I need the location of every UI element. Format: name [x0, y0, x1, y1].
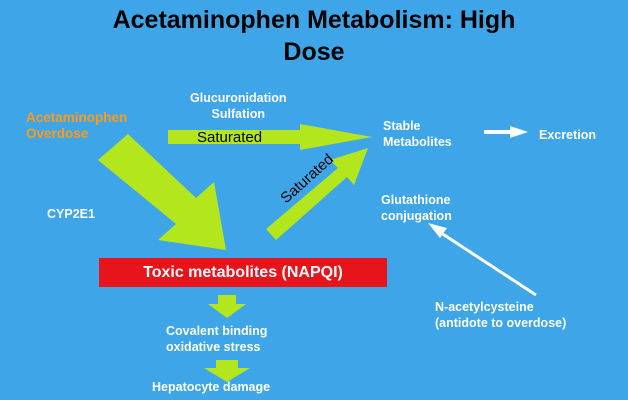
nac-line-1: N-acetylcysteine	[435, 300, 534, 314]
nac-arrow-head	[428, 223, 447, 238]
overdose-line-2: Overdose	[26, 126, 89, 141]
diagram-title: Acetaminophen Metabolism: High Dose	[0, 4, 628, 68]
cyp2e1-label: CYP2E1	[47, 207, 95, 221]
overdose-line-1: Acetaminophen	[26, 110, 128, 125]
title-line-1: Acetaminophen Metabolism: High	[112, 6, 516, 34]
saturated-top-label: Saturated	[197, 129, 263, 146]
glucuronidation-label: Glucuronidation	[190, 91, 287, 105]
nac-label: N-acetylcysteine (antidote to overdose)	[435, 299, 566, 331]
glutathione-label: Glutathione conjugation	[381, 192, 452, 224]
title-line-2: Dose	[283, 38, 345, 66]
hepatocyte-damage-label: Hepatocyte damage	[152, 380, 271, 394]
covalent-binding-label: Covalent binding oxidative stress	[166, 323, 267, 355]
covalent-line-1: Covalent binding	[166, 324, 268, 338]
toxic-metabolites-box: Toxic metabolites (NAPQI)	[99, 258, 387, 287]
nac-arrow-shaft	[434, 227, 537, 297]
stable-metabolites-label: Stable Metabolites	[383, 118, 452, 150]
nac-line-2: (antidote to overdose)	[435, 316, 567, 330]
saturated-horizontal-arrow	[168, 124, 372, 150]
down-arrow-2	[204, 360, 250, 382]
stable-line-2: Metabolites	[383, 135, 452, 149]
glutathione-line-1: Glutathione	[381, 193, 451, 207]
down-arrow-1	[208, 295, 246, 318]
glutathione-line-2: conjugation	[381, 209, 452, 223]
covalent-line-2: oxidative stress	[166, 340, 261, 354]
stable-line-1: Stable	[383, 119, 421, 133]
excretion-label: Excretion	[539, 128, 596, 142]
overdose-label: Acetaminophen Overdose	[26, 110, 127, 142]
sulfation-label: Sulfation	[211, 107, 265, 121]
excretion-arrow-head	[510, 126, 528, 138]
saturated-diagonal-arrow	[266, 148, 368, 240]
conjugation-pathways-label: Glucuronidation Sulfation	[190, 90, 287, 122]
cyp2e1-arrow	[98, 134, 226, 250]
